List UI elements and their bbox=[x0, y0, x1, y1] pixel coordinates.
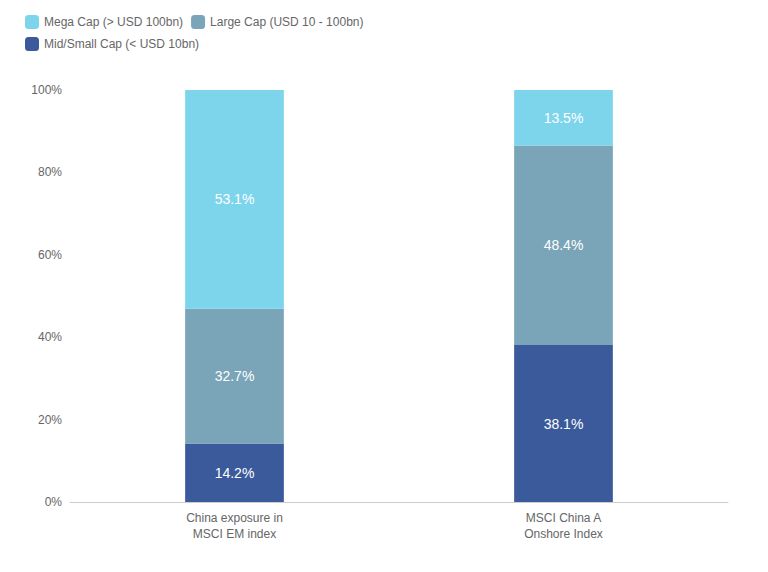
svg-text:MSCI EM index: MSCI EM index bbox=[193, 527, 276, 541]
svg-text:38.1%: 38.1% bbox=[544, 416, 584, 432]
svg-text:60%: 60% bbox=[38, 248, 62, 262]
svg-text:40%: 40% bbox=[38, 330, 62, 344]
svg-text:32.7%: 32.7% bbox=[215, 368, 255, 384]
svg-text:53.1%: 53.1% bbox=[215, 191, 255, 207]
svg-text:Onshore Index: Onshore Index bbox=[524, 527, 603, 541]
svg-text:Mega Cap (> USD 100bn): Mega Cap (> USD 100bn) bbox=[44, 15, 183, 29]
svg-text:0%: 0% bbox=[45, 495, 63, 509]
svg-text:48.4%: 48.4% bbox=[544, 237, 584, 253]
svg-text:100%: 100% bbox=[31, 83, 62, 97]
svg-text:Large Cap (USD 10 - 100bn): Large Cap (USD 10 - 100bn) bbox=[210, 15, 363, 29]
svg-text:MSCI China A: MSCI China A bbox=[526, 511, 601, 525]
svg-text:80%: 80% bbox=[38, 165, 62, 179]
svg-text:13.5%: 13.5% bbox=[544, 110, 584, 126]
svg-text:14.2%: 14.2% bbox=[215, 465, 255, 481]
svg-text:Mid/Small Cap (< USD 10bn): Mid/Small Cap (< USD 10bn) bbox=[44, 37, 199, 51]
svg-text:20%: 20% bbox=[38, 413, 62, 427]
svg-text:China exposure in: China exposure in bbox=[186, 511, 283, 525]
